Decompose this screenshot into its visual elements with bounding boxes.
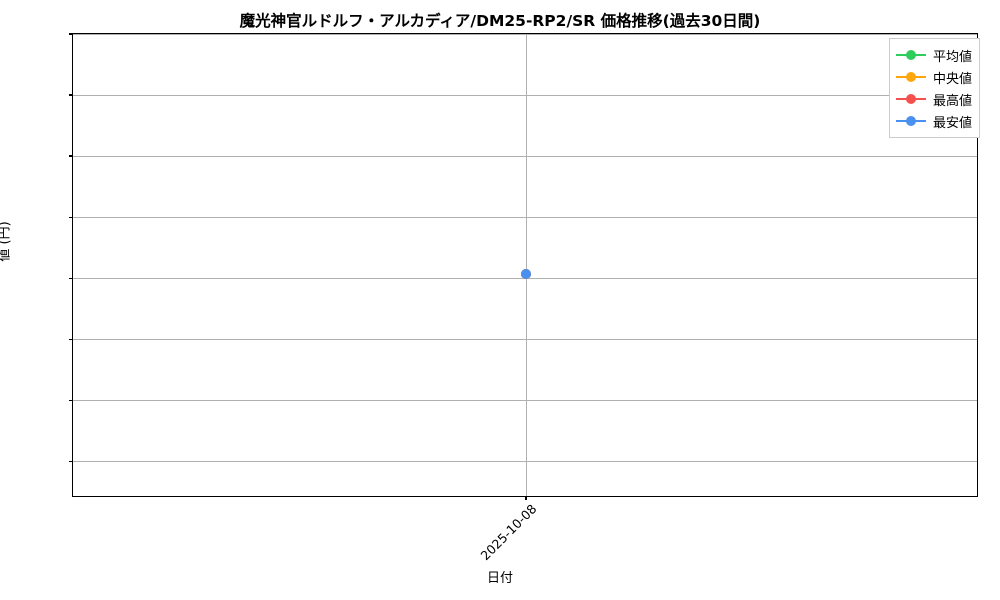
y-tick-mark [69,155,73,157]
x-axis-label: 日付 [486,571,513,586]
legend-dot-icon [906,50,916,60]
chart-legend[interactable]: 平均値中央値最高値最安値 [889,38,981,138]
y-tick-mark [69,399,73,401]
y-tick-mark [69,33,73,35]
data-point-最安値 [521,268,531,279]
y-tick-mark [69,460,73,462]
legend-item-最高値[interactable]: 最高値 [896,88,972,110]
gridline-horizontal [73,156,977,158]
y-tick-mark [69,277,73,279]
y-tick-mark [69,94,73,96]
x-tick-label: 2025-10-08 [477,501,540,564]
y-axis-label: 値 (円) [0,221,13,261]
gridline-horizontal [73,461,977,463]
chart-title: 魔光神官ルドルフ・アルカディア/DM25-RP2/SR 価格推移(過去30日間) [239,12,761,30]
legend-item-最安値[interactable]: 最安値 [896,110,972,132]
legend-dot-icon [906,94,916,104]
y-tick-mark [69,338,73,340]
legend-marker-icon [896,93,926,105]
gridline-horizontal [73,34,977,35]
legend-dot-icon [906,72,916,82]
gridline-horizontal [73,400,977,402]
legend-marker-icon [896,49,926,61]
legend-label: 中央値 [933,71,973,87]
legend-item-平均値[interactable]: 平均値 [896,44,972,66]
gridline-horizontal [73,217,977,219]
gridline-horizontal [73,95,977,97]
legend-label: 最高値 [933,93,973,109]
x-tick-mark [525,496,527,500]
legend-item-中央値[interactable]: 中央値 [896,66,972,88]
legend-label: 最安値 [933,115,973,131]
legend-marker-icon [896,71,926,83]
legend-label: 平均値 [933,49,973,65]
plot-area [69,33,978,500]
gridline-vertical [526,34,527,496]
y-tick-mark [69,216,73,218]
gridline-horizontal [73,339,977,341]
legend-marker-icon [896,115,926,127]
legend-dot-icon [906,116,916,126]
